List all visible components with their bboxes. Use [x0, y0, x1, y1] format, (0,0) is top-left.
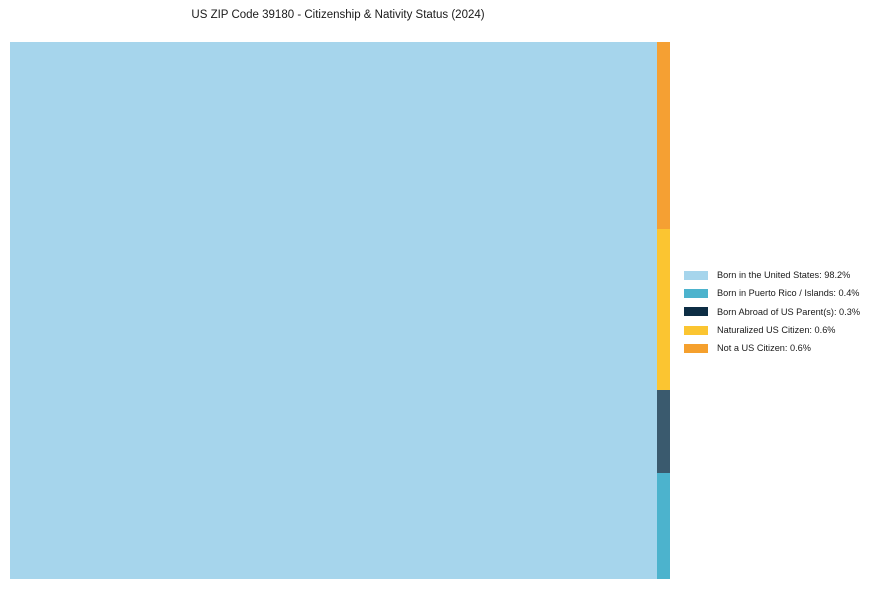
treemap-tile[interactable] — [657, 229, 670, 390]
legend-item[interactable]: Naturalized US Citizen: 0.6% — [684, 321, 884, 339]
legend-item-label: Not a US Citizen: 0.6% — [717, 343, 811, 354]
legend-item[interactable]: Born in Puerto Rico / Islands: 0.4% — [684, 284, 884, 302]
treemap-tile[interactable] — [10, 42, 657, 579]
treemap-tile[interactable] — [657, 42, 670, 229]
legend-swatch-icon — [684, 288, 708, 298]
legend-swatch-icon — [684, 270, 708, 280]
legend-swatch-icon — [684, 325, 708, 335]
chart-title: US ZIP Code 39180 - Citizenship & Nativi… — [191, 9, 485, 21]
legend-item-label: Born in the United States: 98.2% — [717, 270, 851, 281]
chart-legend: Born in the United States: 98.2% Born in … — [684, 266, 884, 357]
treemap-tile[interactable] — [657, 473, 670, 579]
legend-swatch-icon — [684, 343, 708, 353]
legend-item[interactable]: Born in the United States: 98.2% — [684, 266, 884, 284]
legend-item-label: Born in Puerto Rico / Islands: 0.4% — [717, 288, 860, 299]
treemap-plot-area — [10, 42, 670, 579]
treemap-tile[interactable] — [657, 390, 670, 473]
legend-swatch-icon — [684, 307, 708, 317]
legend-item[interactable]: Born Abroad of US Parent(s): 0.3% — [684, 303, 884, 321]
legend-item-label: Naturalized US Citizen: 0.6% — [717, 325, 836, 336]
legend-item-label: Born Abroad of US Parent(s): 0.3% — [717, 306, 860, 317]
legend-item[interactable]: Not a US Citizen: 0.6% — [684, 339, 884, 357]
